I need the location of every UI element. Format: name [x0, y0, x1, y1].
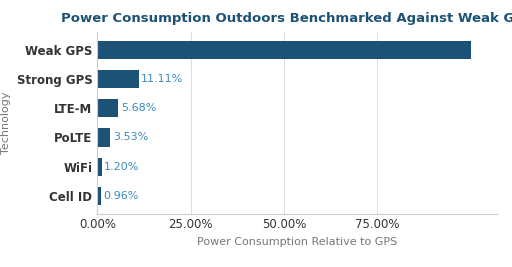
Text: 11.11%: 11.11%	[141, 74, 183, 84]
Text: 3.53%: 3.53%	[113, 132, 148, 143]
Bar	[97, 158, 102, 176]
Bar	[97, 187, 101, 205]
Bar	[97, 99, 118, 117]
Bar	[97, 128, 111, 147]
Bar	[97, 70, 139, 88]
Y-axis label: Technology: Technology	[1, 92, 11, 154]
Text: 0.96%: 0.96%	[103, 191, 138, 201]
X-axis label: Power Consumption Relative to GPS: Power Consumption Relative to GPS	[197, 237, 397, 247]
Text: 5.68%: 5.68%	[121, 103, 156, 113]
Text: 1.20%: 1.20%	[104, 162, 139, 172]
Title: Power Consumption Outdoors Benchmarked Against Weak GPS: Power Consumption Outdoors Benchmarked A…	[60, 12, 512, 25]
Bar	[97, 41, 471, 59]
